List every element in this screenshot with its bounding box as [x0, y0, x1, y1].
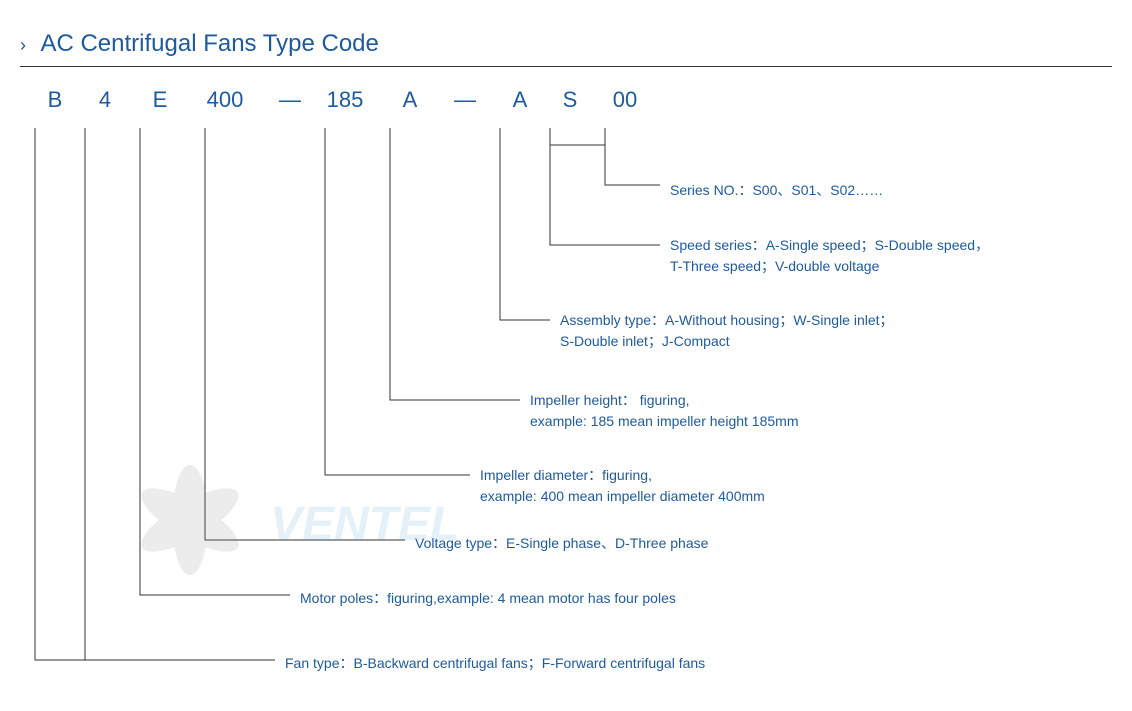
- description-0: Series NO.：S00、S01、S02……: [670, 180, 883, 201]
- code-segment-9: S: [555, 87, 585, 113]
- code-segment-2: E: [145, 87, 175, 113]
- description-3: Impeller height： figuring, example: 185 m…: [530, 390, 798, 432]
- description-line1: Impeller height： figuring,: [530, 392, 690, 408]
- description-6: Motor poles：figuring,example: 4 mean mot…: [300, 588, 676, 609]
- chevron-right-icon: ›: [20, 35, 26, 56]
- code-segment-5: 185: [320, 87, 370, 113]
- description-2: Assembly type：A-Without housing；W-Single…: [560, 310, 894, 352]
- description-line2: example: 400 mean impeller diameter 400m…: [480, 486, 765, 507]
- code-segment-7: —: [450, 87, 480, 113]
- description-line1: Assembly type：A-Without housing；W-Single…: [560, 312, 894, 328]
- code-segment-0: B: [40, 87, 70, 113]
- description-line2: S-Double inlet；J-Compact: [560, 331, 894, 352]
- code-segment-4: —: [275, 87, 305, 113]
- description-line1: Speed series：A-Single speed；S-Double spe…: [670, 237, 989, 253]
- code-segment-10: 00: [605, 87, 645, 113]
- description-line1: Series NO.：S00、S01、S02……: [670, 182, 883, 198]
- description-line2: example: 185 mean impeller height 185mm: [530, 411, 798, 432]
- header: › AC Centrifugal Fans Type Code: [20, 30, 1112, 67]
- code-segment-1: 4: [90, 87, 120, 113]
- watermark-logo: VENTEL: [120, 450, 480, 595]
- page-title: AC Centrifugal Fans Type Code: [40, 30, 378, 58]
- description-7: Fan type：B-Backward centrifugal fans；F-F…: [285, 653, 705, 674]
- description-5: Voltage type：E-Single phase、D-Three phas…: [415, 533, 708, 554]
- description-1: Speed series：A-Single speed；S-Double spe…: [670, 235, 989, 277]
- description-4: Impeller diameter：figuring, example: 400 …: [480, 465, 765, 507]
- description-line2: T-Three speed；V-double voltage: [670, 256, 989, 277]
- description-line1: Motor poles：figuring,example: 4 mean mot…: [300, 590, 676, 606]
- code-segment-6: A: [395, 87, 425, 113]
- code-segment-3: 400: [200, 87, 250, 113]
- description-line1: Fan type：B-Backward centrifugal fans；F-F…: [285, 655, 705, 671]
- code-segment-8: A: [505, 87, 535, 113]
- description-line1: Impeller diameter：figuring,: [480, 467, 652, 483]
- description-line1: Voltage type：E-Single phase、D-Three phas…: [415, 535, 708, 551]
